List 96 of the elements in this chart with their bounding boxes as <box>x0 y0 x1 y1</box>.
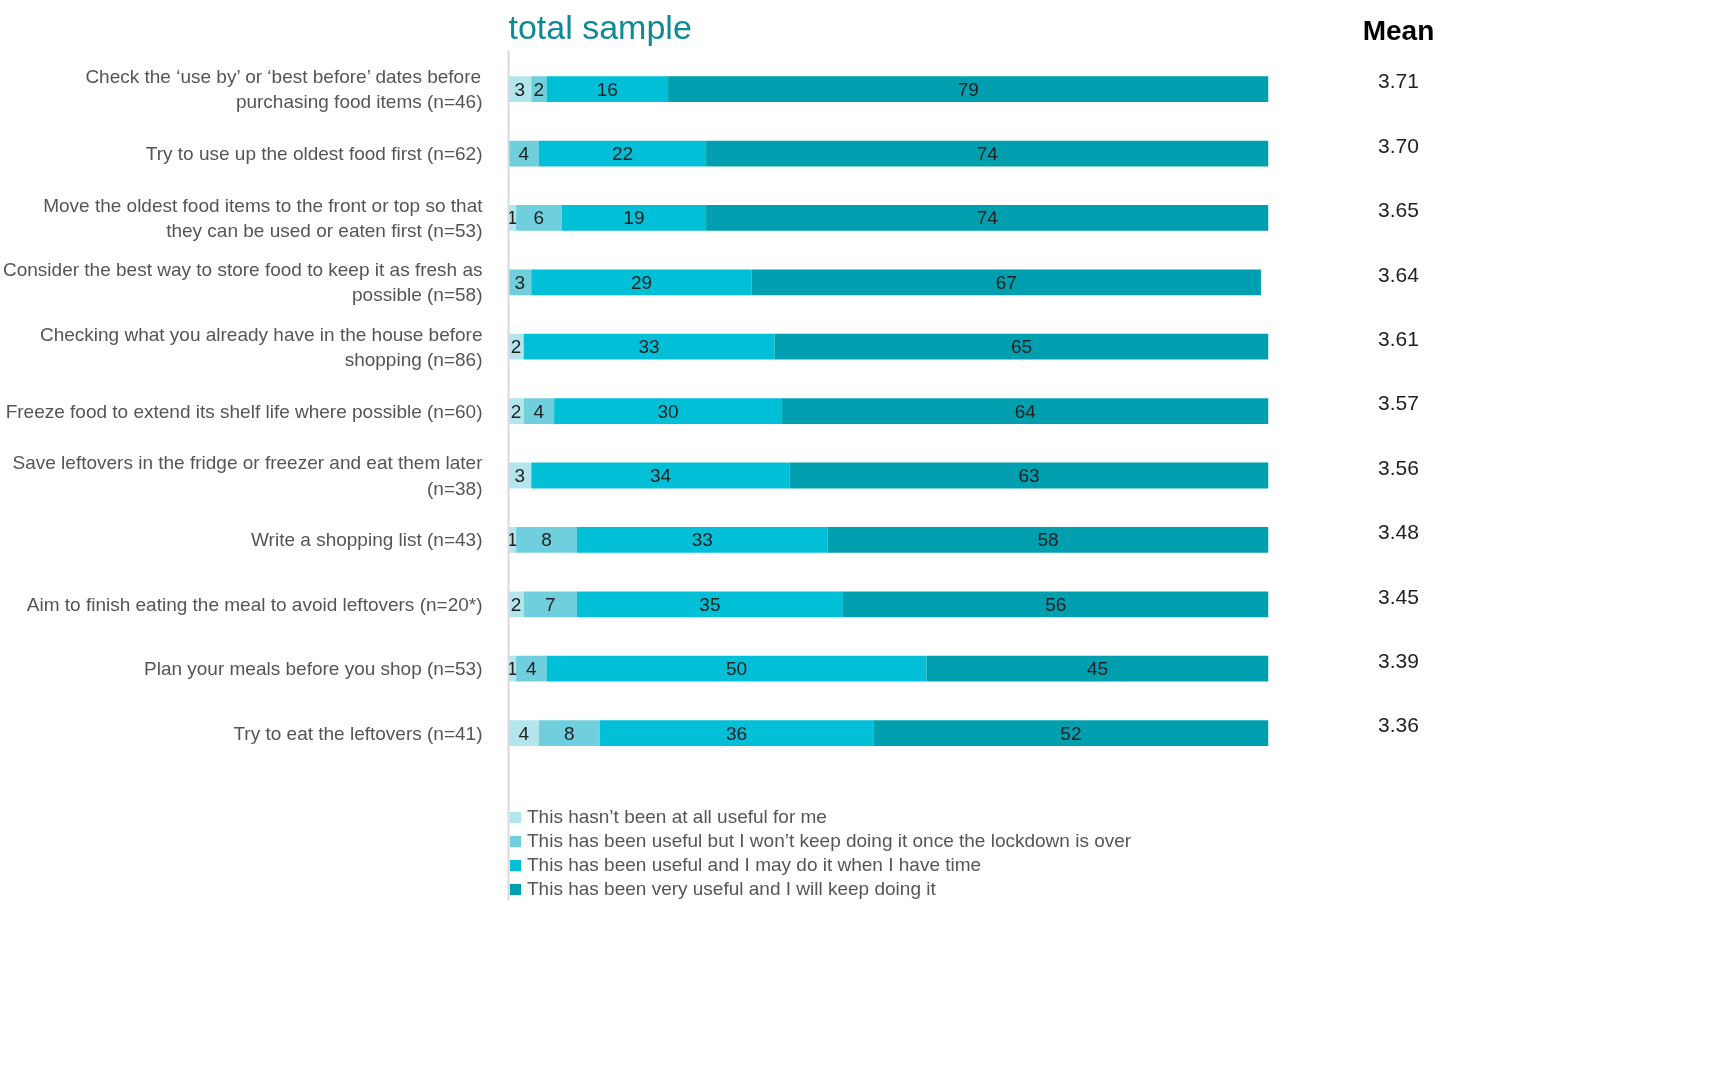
bar <box>538 140 707 167</box>
data-label: 29 <box>630 271 653 293</box>
data-label: 16 <box>596 78 618 100</box>
data-label: 36 <box>725 722 748 744</box>
data-label: 6 <box>533 207 545 229</box>
bar <box>523 333 775 360</box>
y-tick-label: Try to eat the leftovers (n=41) <box>233 722 483 744</box>
bar <box>599 720 874 746</box>
bar <box>789 462 1269 489</box>
data-label: 3 <box>514 271 526 293</box>
text: 3.36 <box>1378 713 1419 737</box>
text: 3.70 <box>1378 133 1419 157</box>
data-label: 34 <box>649 465 672 486</box>
y-tick-label: Save leftovers in the fridge or freezer and eat them later (n=38) <box>12 452 484 499</box>
data-label: 63 <box>1018 465 1040 486</box>
data-label: 8 <box>541 529 552 551</box>
text: 3.64 <box>1378 262 1420 286</box>
y-tick-label: Consider the best way to store food to keep it as fresh as possible (n=58) <box>3 259 483 306</box>
data-label: 2 <box>510 336 522 358</box>
bar <box>523 591 577 618</box>
y-tick-label: Freeze food to extend its shelf life where possible (n=60) <box>5 400 483 422</box>
legend-label: This has been useful and I may do it when I have time <box>527 854 982 876</box>
bar <box>516 655 547 682</box>
data-label: 4 <box>518 143 530 165</box>
data-label: 19 <box>623 207 645 229</box>
bar <box>827 527 1269 553</box>
data-label: 74 <box>976 207 999 229</box>
legend-label: This hasn’t been at all useful for me <box>527 806 827 828</box>
data-label: 65 <box>1010 336 1033 358</box>
text: 3.45 <box>1378 584 1419 608</box>
bar <box>576 591 843 618</box>
bar <box>531 269 752 296</box>
y-tick-label: Check the ‘use by’ or ‘best before’ dates before purchasing food items (n=46) <box>85 66 483 113</box>
y-tick-label: Aim to finish eating the meal to avoid leftovers (n=20*) <box>26 593 483 615</box>
bar <box>561 205 707 231</box>
bar <box>531 462 790 489</box>
chart-title: total sample <box>508 7 692 46</box>
data-label: 2 <box>510 400 522 422</box>
data-label: 2 <box>533 78 545 100</box>
bar <box>782 398 1269 424</box>
data-label: 79 <box>957 78 979 100</box>
y-tick-label: Move the oldest food items to the front or top so that they can be used or eaten first (n=53) <box>43 194 484 242</box>
data-label: 67 <box>995 271 1017 293</box>
data-label: 30 <box>657 400 679 422</box>
data-label: 33 <box>638 336 660 358</box>
data-label: 56 <box>1045 593 1067 615</box>
data-label: 50 <box>725 658 748 680</box>
data-label: 52 <box>1060 722 1082 744</box>
bar <box>706 205 1269 231</box>
data-label: 1 <box>507 207 518 229</box>
data-label: 64 <box>1014 400 1037 422</box>
data-label: 1 <box>507 529 518 551</box>
text: 3.39 <box>1378 648 1419 672</box>
text: 3.48 <box>1378 520 1419 544</box>
data-label: 1 <box>507 658 518 680</box>
data-label: 22 <box>611 143 634 165</box>
bar <box>926 655 1269 682</box>
data-label: 7 <box>545 593 556 615</box>
bar <box>842 591 1269 618</box>
text: 3.65 <box>1378 198 1419 222</box>
bar <box>576 527 828 553</box>
bar <box>554 398 783 424</box>
bar <box>516 527 577 553</box>
text: 3.56 <box>1378 455 1419 479</box>
data-label: 35 <box>699 593 721 615</box>
data-label: 33 <box>691 529 713 551</box>
data-label: 2 <box>510 593 522 615</box>
bar <box>668 76 1269 103</box>
bar <box>523 398 555 424</box>
bar <box>873 720 1269 746</box>
bar <box>516 205 562 231</box>
data-label: 8 <box>564 722 575 744</box>
y-tick-label: Plan your meals before you shop (n=53) <box>144 658 483 680</box>
text: 3.57 <box>1378 391 1419 415</box>
data-label: 74 <box>976 143 999 165</box>
data-label: 4 <box>526 658 538 680</box>
bar <box>546 655 927 682</box>
bar <box>546 76 669 103</box>
bar <box>751 269 1261 296</box>
text: 3.71 <box>1378 69 1419 93</box>
bar <box>706 140 1269 167</box>
data-label: 58 <box>1037 529 1059 551</box>
legend-label: This has been useful but I won’t keep doing it once the lockdown is over <box>527 830 1132 852</box>
y-tick-label: Try to use up the oldest food first (n=62) <box>145 143 483 165</box>
y-tick-label: Write a shopping list (n=43) <box>251 529 483 551</box>
text: 3.61 <box>1378 326 1419 350</box>
data-label: 4 <box>518 722 530 744</box>
text: Mean <box>1362 14 1435 46</box>
data-label: 4 <box>533 400 545 422</box>
bar <box>774 333 1269 360</box>
data-label: 3 <box>514 78 526 100</box>
y-tick-label: Checking what you already have in the house before shopping (n=86) <box>39 323 483 370</box>
legend-label: This has been very useful and I will keep doing it <box>527 878 936 900</box>
data-label: 3 <box>514 465 526 486</box>
data-label: 45 <box>1086 658 1109 680</box>
bar <box>538 720 600 746</box>
